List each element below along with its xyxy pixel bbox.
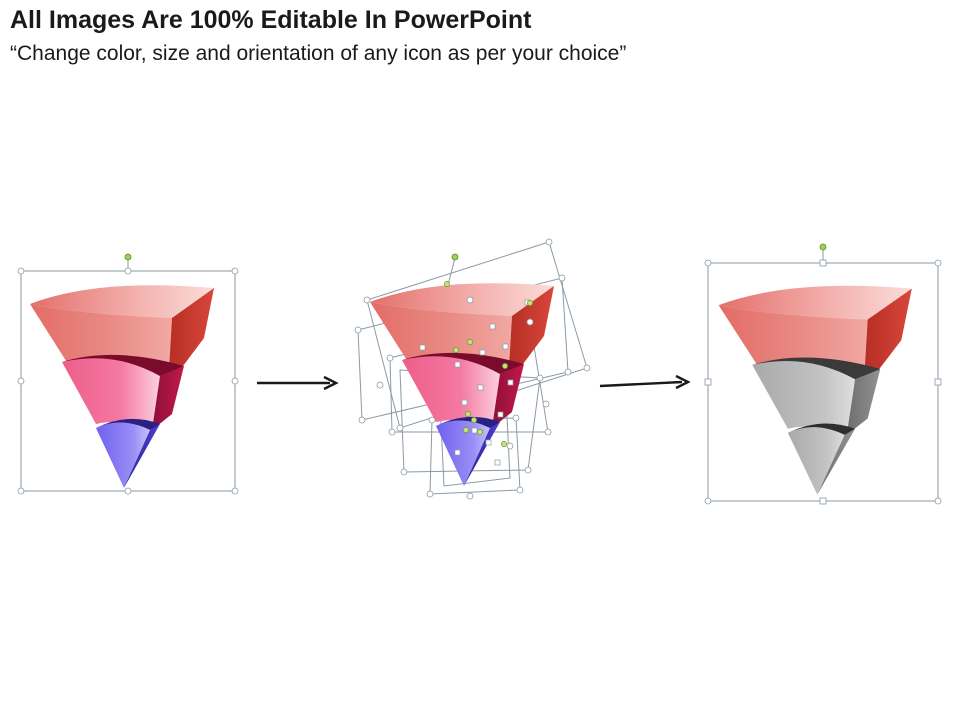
segment-bottom-blue	[436, 416, 500, 486]
resize-handles[interactable]	[17, 267, 239, 495]
segment-bottom-gray	[787, 423, 856, 495]
segment-middle-pink	[62, 354, 184, 430]
pyramid-original[interactable]	[30, 285, 214, 488]
arrow-right-icon	[599, 374, 691, 390]
pyramid-recolored[interactable]	[718, 285, 912, 495]
resize-handles[interactable]	[354, 238, 591, 500]
segment-middle-gray	[752, 357, 881, 435]
stage-original[interactable]	[17, 253, 239, 495]
rotation-handle[interactable]	[124, 253, 132, 261]
pyramid-ungrouped[interactable]	[370, 283, 554, 486]
rotation-handle[interactable]	[451, 253, 459, 261]
page-subtitle: “Change color, size and orientation of a…	[10, 42, 627, 65]
rotation-handle[interactable]	[819, 243, 827, 251]
adjust-handles[interactable]	[444, 281, 533, 447]
page-title: All Images Are 100% Editable In PowerPoi…	[10, 6, 532, 34]
inner-handles[interactable]	[419, 299, 531, 466]
resize-handles[interactable]	[704, 259, 942, 505]
arrow-right-icon	[257, 375, 339, 391]
segment-bottom-blue	[96, 418, 160, 488]
stage-ungrouped[interactable]	[354, 238, 591, 500]
stage-recolored[interactable]	[704, 243, 942, 505]
